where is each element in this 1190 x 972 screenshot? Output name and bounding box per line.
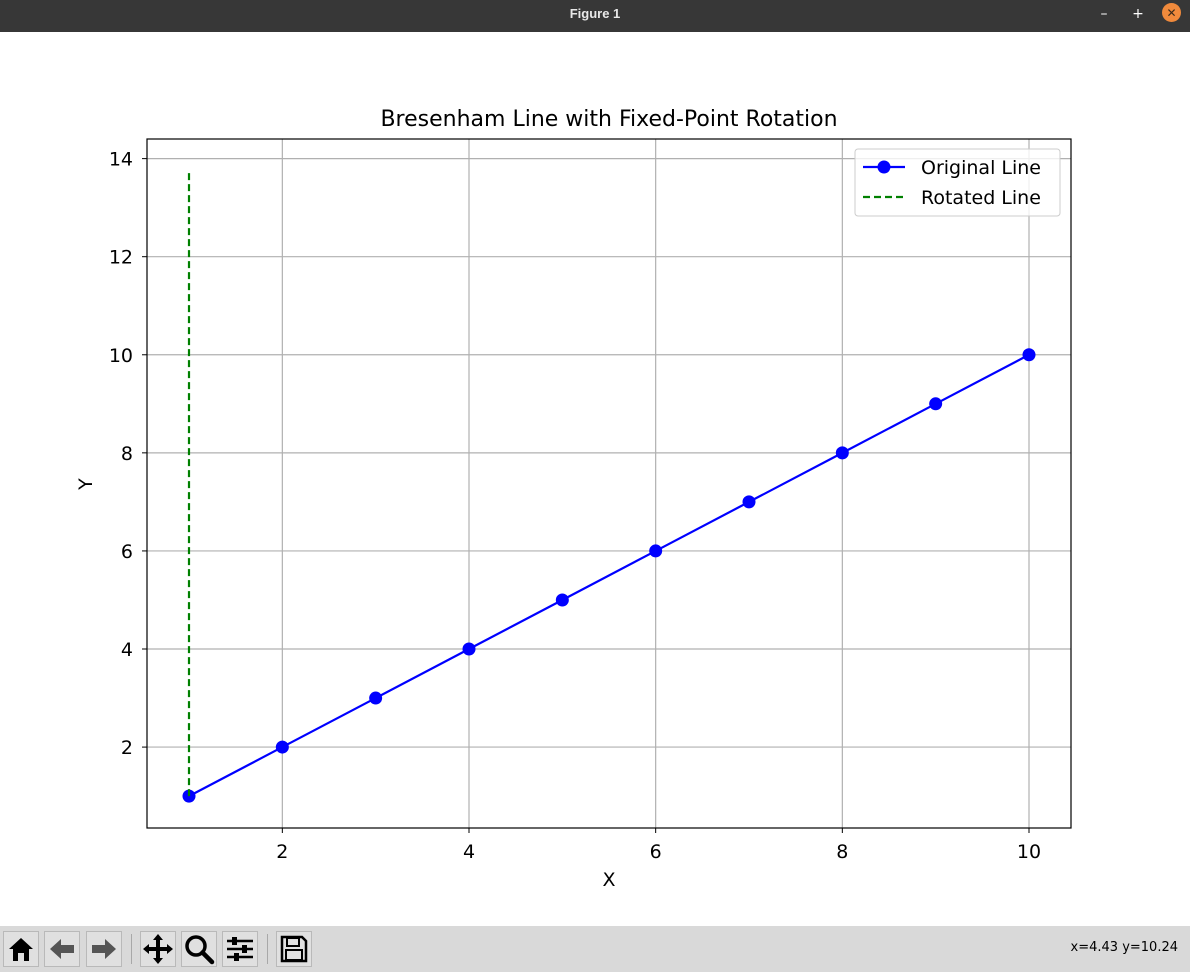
data-point [649, 544, 663, 558]
configure-subplots-button[interactable] [222, 931, 258, 967]
grid [147, 139, 1071, 828]
x-tick-label: 2 [276, 841, 288, 863]
y-tick-label: 2 [121, 737, 133, 759]
forward-button[interactable] [86, 931, 122, 967]
pan-button[interactable] [140, 931, 176, 967]
y-tick-label: 4 [121, 639, 133, 661]
minimize-button[interactable]: – [1100, 6, 1108, 22]
x-axis-label: X [602, 869, 615, 891]
data-point [742, 495, 756, 509]
data-point [1022, 348, 1036, 362]
window-title: Figure 1 [569, 6, 621, 21]
navigation-toolbar: x=4.43 y=10.24 [0, 926, 1190, 972]
back-button[interactable] [44, 931, 80, 967]
save-floppy-icon [280, 935, 308, 963]
data-point [462, 642, 476, 656]
original-line [188, 353, 1030, 798]
data-point [835, 446, 849, 460]
sliders-icon [227, 937, 253, 961]
data-point [275, 740, 289, 754]
figure-canvas[interactable]: 2 4 6 8 10 2 4 6 8 10 12 14 Bresenham Line with Fix… [0, 32, 1190, 926]
axis-ticks: 2 4 6 8 10 2 4 6 8 10 12 14 [109, 149, 1041, 863]
cursor-coordinates: x=4.43 y=10.24 [1070, 940, 1178, 955]
y-tick-label: 6 [121, 541, 133, 563]
legend: Original Line Rotated Line [854, 148, 1061, 217]
data-point [929, 397, 943, 411]
y-tick-label: 14 [109, 149, 133, 171]
chart-title: Bresenham Line with Fixed-Point Rotation [380, 107, 837, 132]
legend-marker-original [877, 160, 891, 174]
close-button[interactable]: ✕ [1162, 3, 1181, 22]
zoom-button[interactable] [181, 931, 217, 967]
legend-label-rotated: Rotated Line [921, 187, 1041, 209]
legend-box [854, 148, 1061, 217]
data-point [555, 593, 569, 607]
zoom-magnifier-icon [185, 935, 215, 965]
y-tick-label: 10 [109, 345, 133, 367]
save-button[interactable] [276, 931, 312, 967]
back-arrow-icon [50, 939, 74, 959]
maximize-button[interactable]: + [1132, 6, 1144, 22]
pan-move-icon [143, 934, 173, 964]
toolbar-separator [267, 934, 268, 964]
y-tick-label: 8 [121, 443, 133, 465]
data-point [369, 691, 383, 705]
y-axis-label: Y [75, 478, 97, 491]
plot-series [182, 171, 1036, 803]
home-button[interactable] [3, 931, 39, 967]
window-titlebar: Figure 1 – + ✕ [0, 0, 1190, 32]
x-tick-label: 4 [463, 841, 475, 863]
axes-frame [146, 138, 1072, 829]
x-tick-label: 6 [650, 841, 662, 863]
y-tick-label: 12 [109, 247, 133, 269]
x-tick-label: 10 [1017, 841, 1041, 863]
forward-arrow-icon [92, 939, 116, 959]
chart: 2 4 6 8 10 2 4 6 8 10 12 14 Bresenham Line with Fix… [75, 107, 1072, 891]
legend-label-original: Original Line [921, 157, 1041, 179]
x-tick-label: 8 [836, 841, 848, 863]
toolbar-separator [131, 934, 132, 964]
home-icon [9, 938, 33, 961]
